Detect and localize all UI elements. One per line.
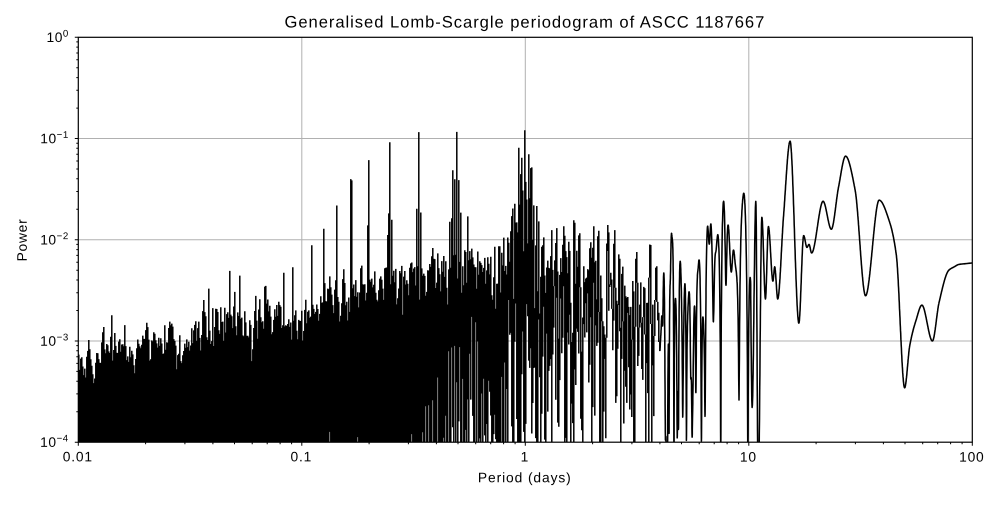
svg-text:Period (days): Period (days): [478, 470, 572, 485]
svg-text:1: 1: [521, 449, 529, 464]
svg-text:10: 10: [740, 450, 757, 465]
svg-text:0.01: 0.01: [63, 449, 93, 464]
svg-text:100: 100: [959, 450, 984, 465]
svg-text:Power: Power: [15, 219, 30, 262]
svg-text:Generalised Lomb-Scargle perio: Generalised Lomb-Scargle periodogram of …: [284, 13, 765, 32]
svg-text:0.1: 0.1: [291, 449, 313, 464]
